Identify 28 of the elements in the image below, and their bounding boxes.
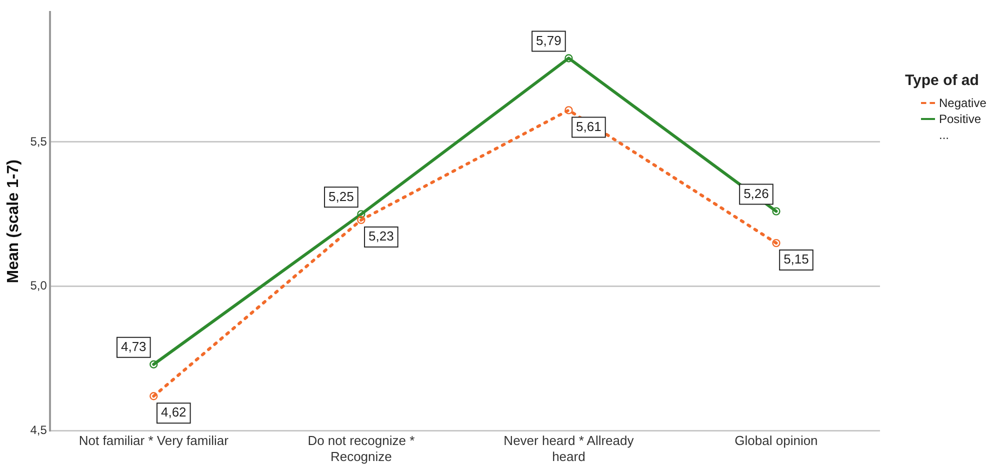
text: ...: [939, 127, 950, 143]
point: [564, 54, 573, 62]
y-axis-title: Mean (scale 1-7): [5, 160, 22, 284]
text: 5,23: [368, 228, 394, 244]
text: 5,79: [536, 32, 562, 48]
point: [772, 238, 780, 248]
y-tick-label: 5,0: [30, 278, 48, 293]
text: 5,61: [576, 118, 602, 134]
text: 5,25: [328, 188, 354, 204]
y-tick-label: 5,5: [30, 134, 48, 148]
y-tick-label: 4,5: [30, 423, 48, 438]
point: [357, 216, 366, 224]
x-tick-label: Do not recognize * Recognize: [308, 433, 415, 464]
legend-label: Negative: [939, 96, 986, 110]
text: 5,26: [744, 186, 769, 201]
point: [772, 207, 780, 216]
point: [357, 210, 366, 218]
x-tick-label: Global opinion: [734, 433, 818, 448]
text: 4,73: [120, 338, 146, 354]
legend-title: Type of ad: [905, 72, 980, 89]
point: [150, 392, 158, 400]
x-tick-label: Not familiar * Very familiar: [78, 433, 230, 448]
text: 4,62: [160, 404, 186, 420]
text: 5,15: [784, 252, 809, 267]
x-tick-label: Never heard * Allready heard: [504, 433, 634, 464]
point: [150, 360, 158, 368]
point: [564, 106, 573, 114]
legend-label: Positive: [939, 112, 982, 126]
